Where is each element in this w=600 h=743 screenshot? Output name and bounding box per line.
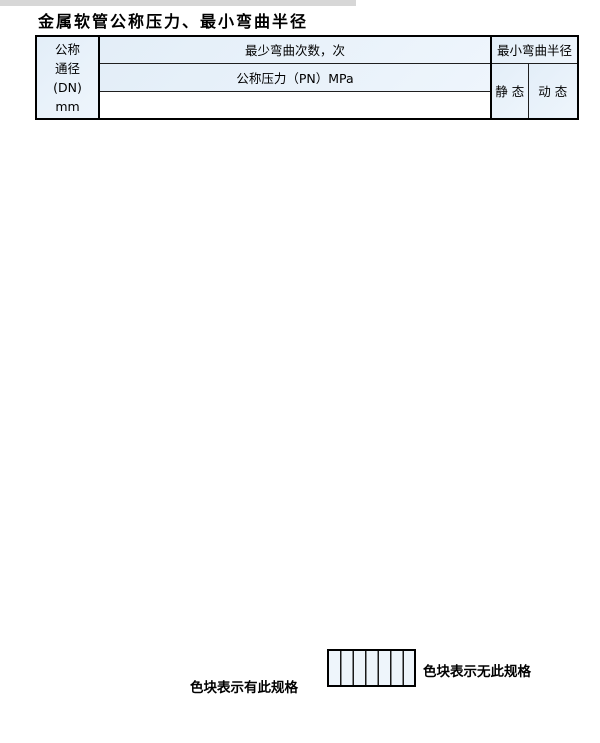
header-dynamic: 动 态 xyxy=(527,62,579,120)
top-gray-strip xyxy=(0,0,356,6)
legend-no-spec-text: 色块表示无此规格 xyxy=(423,664,531,680)
legend-no-spec-swatch xyxy=(327,649,416,687)
page-title: 金属软管公称压力、最小弯曲半径 xyxy=(38,14,309,31)
header-nominal-diameter: 公称 通径 (DN) mm xyxy=(35,35,100,120)
header-static: 静 态 xyxy=(490,62,529,120)
legend-has-spec-text: 色块表示有此规格 xyxy=(190,680,298,696)
header-min-bend-radius: 最小弯曲半径 xyxy=(490,35,579,64)
header-min-bend-cycles: 最少弯曲次数，次 xyxy=(98,35,492,64)
pressure-bend-radius-table: 公称 通径 (DN) mm 最少弯曲次数，次 最小弯曲半径 公称压力（PN）MP… xyxy=(35,35,579,120)
header-nominal-pressure: 公称压力（PN）MPa xyxy=(98,62,492,92)
